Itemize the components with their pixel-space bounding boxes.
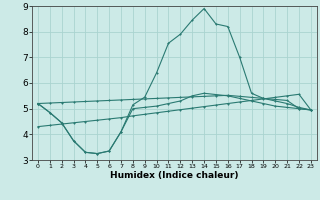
X-axis label: Humidex (Indice chaleur): Humidex (Indice chaleur) <box>110 171 239 180</box>
